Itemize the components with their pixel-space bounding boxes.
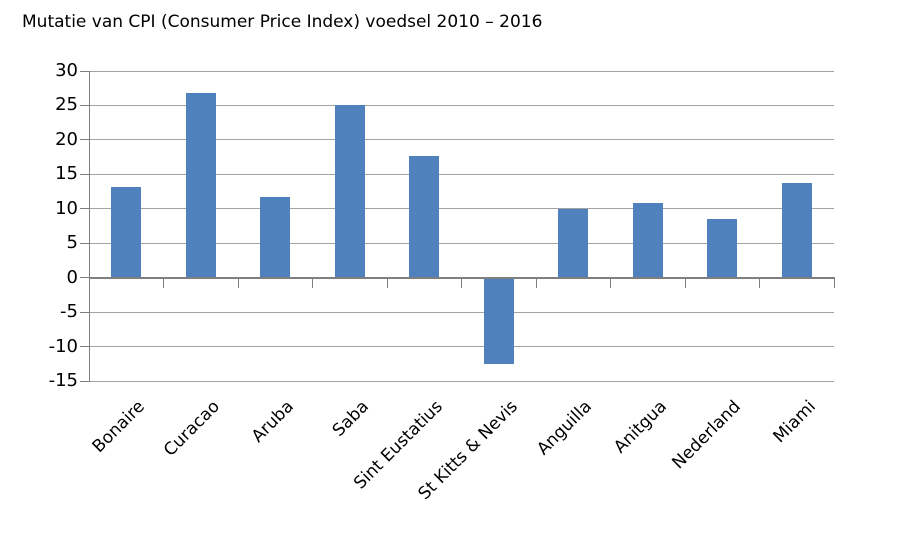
chart-title: Mutatie van CPI (Consumer Price Index) v… bbox=[22, 12, 543, 32]
x-axis-tick bbox=[833, 278, 835, 288]
y-axis-tick-label: 15 bbox=[55, 163, 78, 185]
y-axis-tick bbox=[80, 70, 89, 72]
y-axis-tick bbox=[80, 173, 89, 175]
x-axis-tick bbox=[237, 278, 239, 288]
y-gridline bbox=[89, 242, 834, 244]
bar-sint-eustatius bbox=[409, 156, 440, 278]
bar-anguilla bbox=[558, 208, 589, 278]
y-axis-tick-label: 20 bbox=[55, 128, 78, 150]
y-gridline bbox=[89, 208, 834, 210]
y-gridline bbox=[89, 173, 834, 175]
y-axis-tick bbox=[80, 380, 89, 382]
y-axis-tick bbox=[80, 139, 89, 141]
bar-bonaire bbox=[111, 187, 142, 278]
y-axis-tick-label: 5 bbox=[66, 232, 78, 254]
x-axis-tick bbox=[163, 278, 164, 288]
bar-nederland bbox=[707, 219, 738, 278]
plot-area bbox=[89, 70, 834, 382]
x-axis-line bbox=[89, 276, 835, 279]
y-axis-tick-label: -5 bbox=[60, 301, 78, 323]
x-axis-tick bbox=[312, 278, 313, 288]
x-axis-category-label: Bonaire bbox=[88, 396, 150, 457]
bar-st-kitts-nevis bbox=[483, 277, 514, 365]
bar-saba bbox=[334, 105, 365, 278]
y-axis-tick-label: 25 bbox=[55, 94, 78, 116]
x-axis-tick bbox=[759, 278, 760, 288]
y-axis-tick-label: 10 bbox=[55, 197, 78, 219]
y-gridline bbox=[89, 70, 834, 72]
y-axis-tick bbox=[80, 346, 89, 348]
y-axis-tick bbox=[80, 311, 89, 313]
y-axis-line bbox=[89, 71, 90, 382]
bar-curacao bbox=[185, 93, 216, 278]
y-gridline bbox=[89, 139, 834, 141]
x-axis-tick bbox=[610, 278, 611, 288]
y-gridline bbox=[89, 311, 834, 313]
y-axis-tick bbox=[80, 104, 89, 106]
y-gridline bbox=[89, 346, 834, 348]
bar-miami bbox=[781, 182, 812, 278]
y-axis-tick-label: -10 bbox=[48, 335, 78, 357]
y-axis-tick-label: 0 bbox=[66, 266, 78, 288]
y-gridline bbox=[89, 104, 834, 106]
x-axis-tick bbox=[684, 278, 686, 288]
y-axis-tick-label: 30 bbox=[55, 60, 78, 81]
x-axis-tick bbox=[386, 278, 388, 288]
y-axis-tick-label: -15 bbox=[48, 370, 78, 391]
x-axis-tick bbox=[535, 278, 537, 288]
y-axis-tick bbox=[80, 208, 89, 210]
y-gridline bbox=[89, 380, 834, 382]
y-axis-tick bbox=[80, 277, 89, 279]
bar-anitgua bbox=[632, 202, 663, 278]
x-axis-tick bbox=[461, 278, 462, 288]
y-axis-tick bbox=[80, 242, 89, 244]
bar-aruba bbox=[260, 197, 291, 278]
